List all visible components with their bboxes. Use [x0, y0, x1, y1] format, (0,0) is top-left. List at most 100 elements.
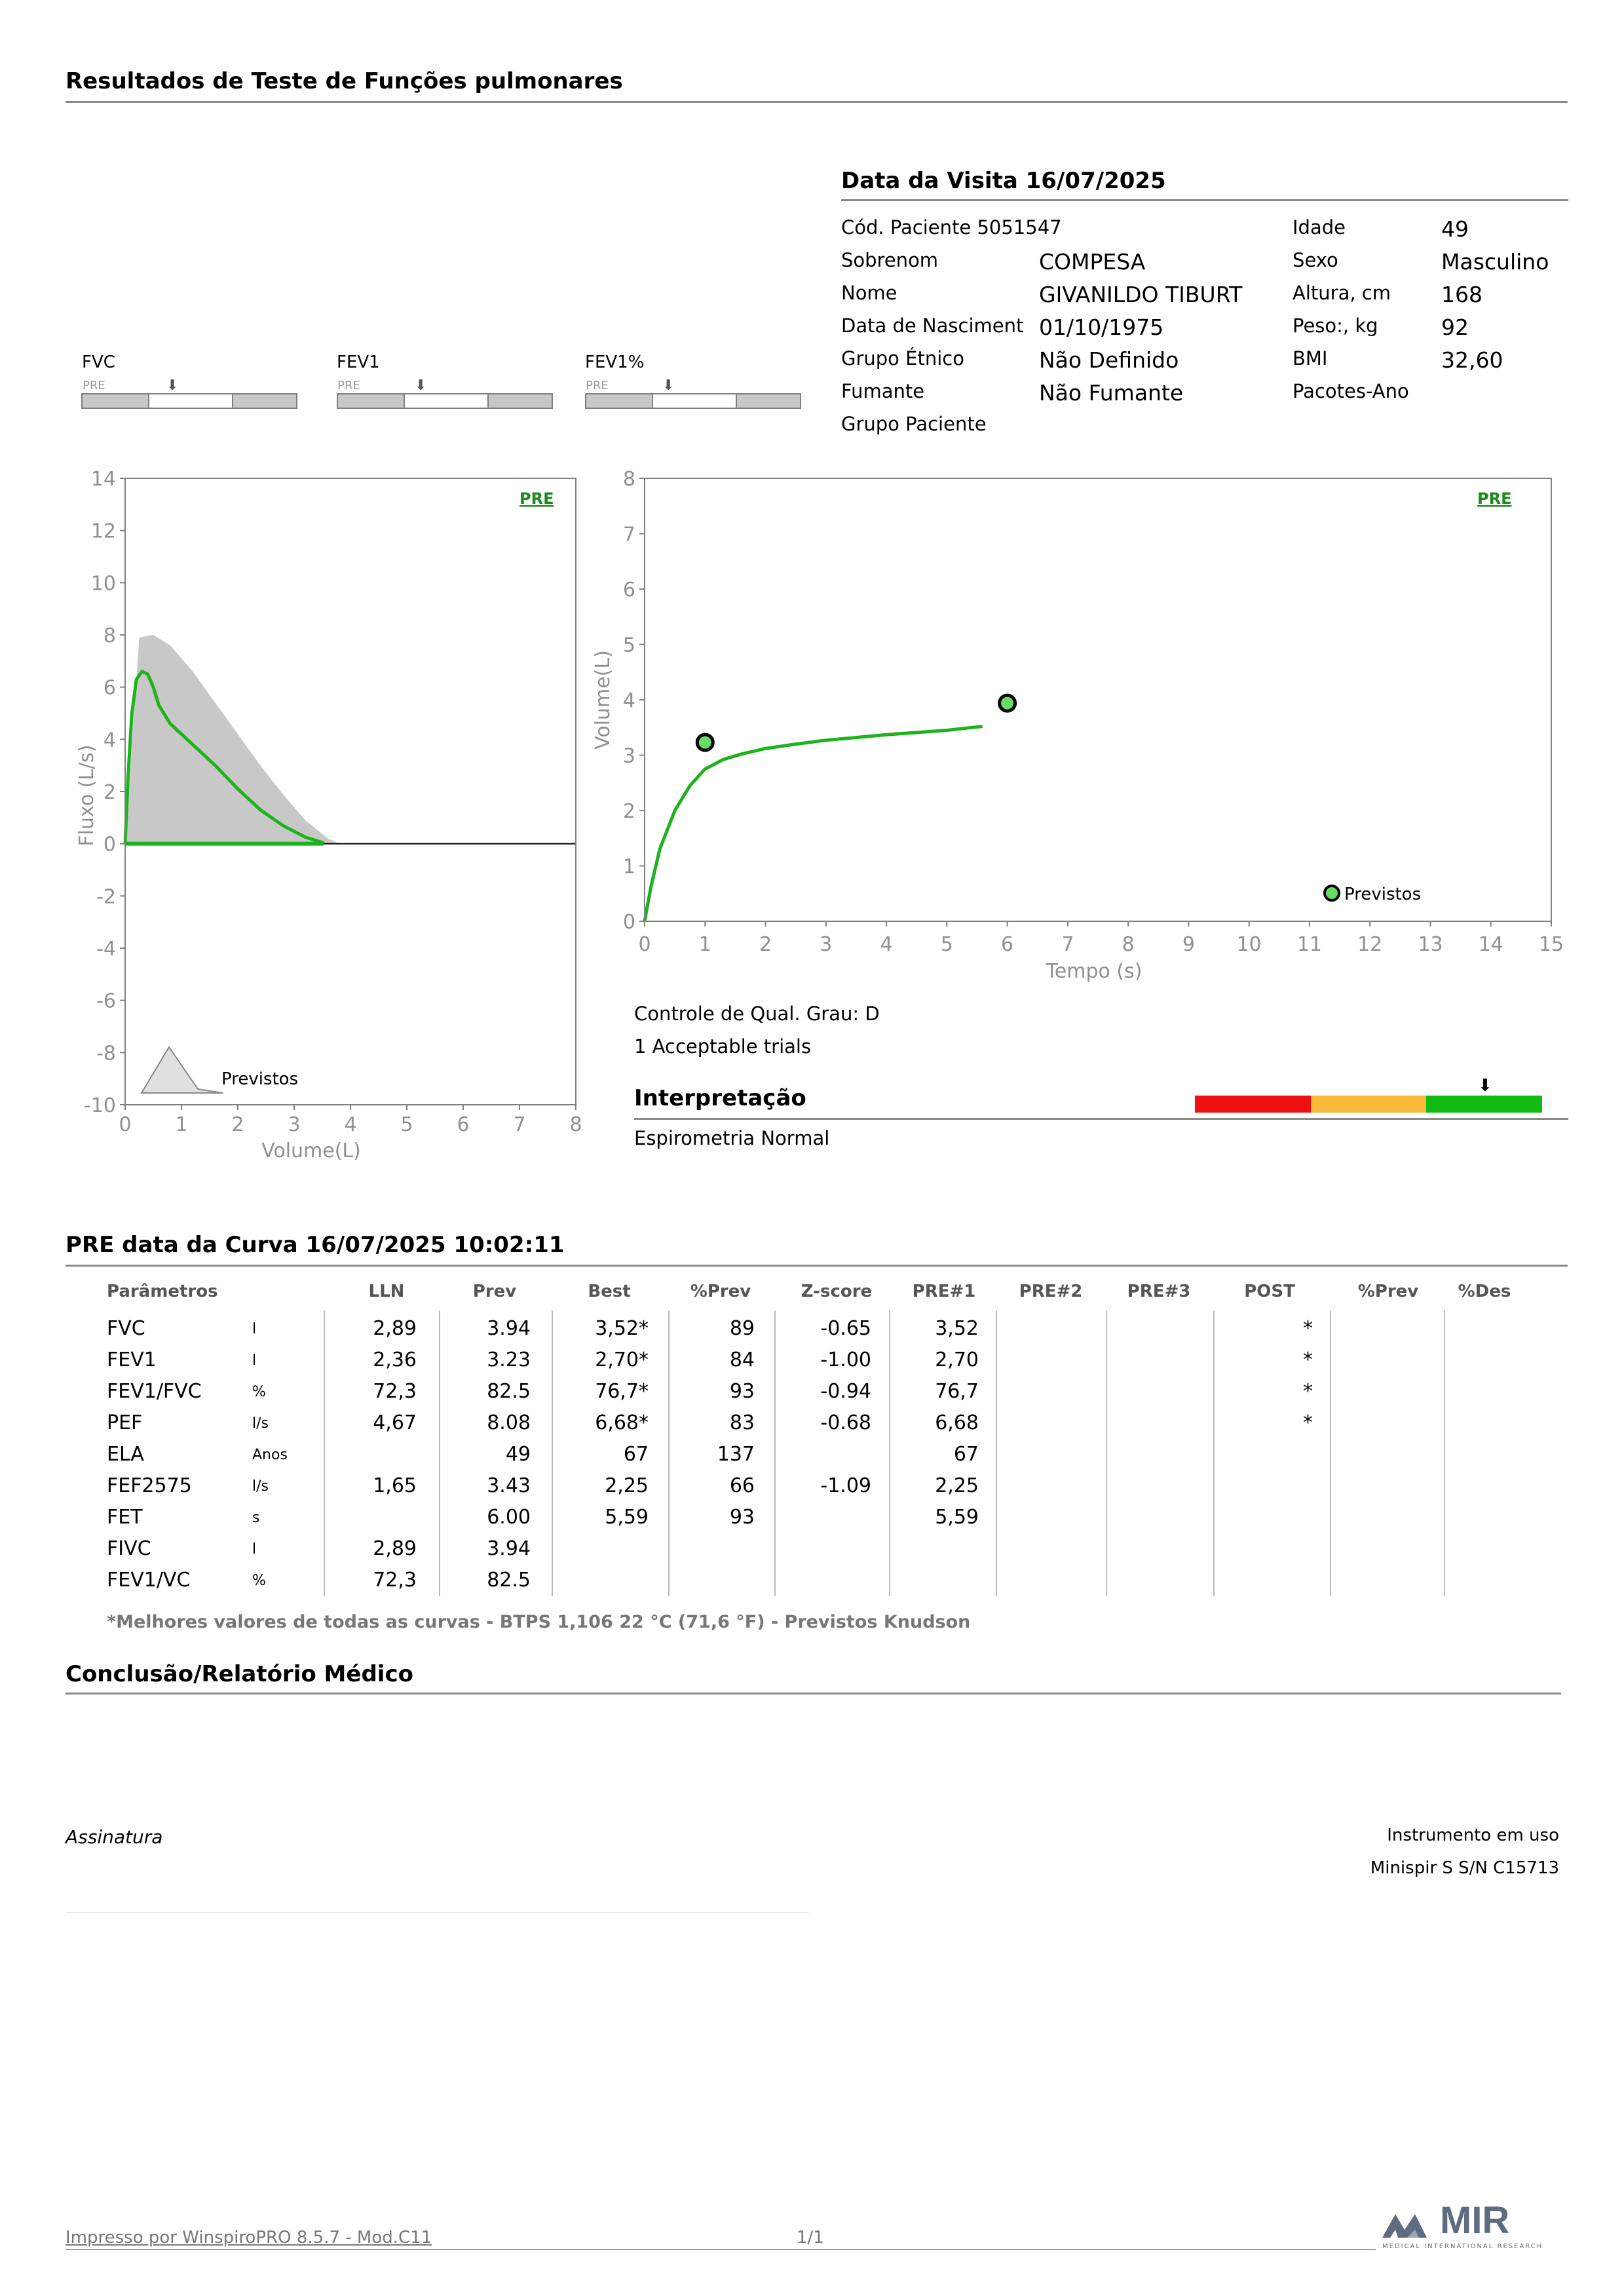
y-axis-label: Volume(L)	[592, 650, 614, 750]
table-cell-lln: 2,36	[373, 1349, 417, 1371]
age-value: 49	[1441, 216, 1469, 242]
table-cell-post: *	[1303, 1411, 1313, 1434]
table-cell-pre1: 76,7	[935, 1380, 979, 1403]
volume-curve	[643, 725, 983, 922]
table-cell-prev: 3.23	[487, 1349, 531, 1371]
column-separator	[1444, 1311, 1445, 1596]
signature-line	[66, 1912, 809, 1913]
x-axis-label: Tempo (s)	[1046, 960, 1142, 983]
instrument-name: Minispir S S/N C15713	[1370, 1858, 1559, 1878]
table-cell-best: 5,59	[605, 1506, 649, 1529]
x-tick-label: 0	[638, 933, 651, 956]
x-tick-label: 3	[288, 1113, 300, 1136]
table-header-cell: POST	[1244, 1282, 1295, 1301]
x-tick-label: 2	[231, 1113, 244, 1136]
table-cell-z: -0.65	[820, 1317, 871, 1340]
table-cell-z: -0.94	[820, 1380, 871, 1403]
sex-value: Masculino	[1441, 249, 1549, 275]
table-cell-prev: 8.08	[487, 1411, 531, 1434]
table-cell-unit: %	[252, 1573, 266, 1589]
arrow-down-icon: ⬇	[166, 377, 179, 394]
table-cell-post: *	[1303, 1380, 1313, 1403]
table-cell-param: FEF2575	[107, 1474, 192, 1497]
smoker-value: Não Fumante	[1039, 380, 1184, 406]
legend-label: Previstos	[1344, 885, 1421, 904]
indicator-bar	[585, 393, 801, 409]
table-cell-best: 6,68*	[595, 1411, 649, 1434]
pack-years-label: Pacotes-Ano	[1293, 380, 1409, 402]
predicted-legend: Previstos	[140, 1046, 298, 1094]
sex-label: Sexo	[1293, 249, 1338, 271]
column-separator	[1330, 1311, 1331, 1596]
table-cell-z: -1.09	[820, 1474, 871, 1497]
column-separator	[996, 1311, 997, 1596]
surname-label: Sobrenom	[841, 249, 939, 271]
table-cell-best: 67	[623, 1443, 649, 1466]
predicted-marker	[998, 693, 1017, 713]
y-tick-label: 5	[623, 634, 635, 657]
table-cell-param: FEV1/FVC	[107, 1380, 202, 1403]
arrow-down-icon: ⬇	[415, 377, 427, 394]
x-axis-label: Volume(L)	[261, 1139, 361, 1162]
table-cell-pre1: 5,59	[935, 1506, 979, 1529]
table-cell-pprev: 83	[729, 1411, 755, 1434]
patient-code-label: Cód. Paciente 5051547	[841, 216, 1062, 239]
x-tick-label: 10	[1237, 933, 1262, 956]
table-cell-best: 3,52*	[595, 1317, 649, 1340]
y-tick-label: 8	[104, 624, 116, 647]
column-separator	[1106, 1311, 1107, 1596]
table-header-cell: %Prev	[1357, 1282, 1419, 1301]
predicted-legend: Previstos	[1323, 885, 1421, 904]
table-cell-post: *	[1303, 1349, 1313, 1371]
x-tick-label: 7	[1061, 933, 1074, 956]
y-tick-label: 4	[623, 689, 635, 712]
predicted-area	[125, 635, 339, 844]
scale-yellow	[1310, 1096, 1427, 1113]
flow-curve	[123, 669, 325, 845]
table-cell-pprev: 93	[729, 1380, 755, 1403]
ethnic-group-label: Grupo Étnico	[841, 347, 964, 370]
y-tick-label: 7	[623, 524, 635, 546]
column-separator	[324, 1311, 325, 1596]
table-header-cell: PRE#1	[912, 1282, 976, 1301]
table-cell-lln: 1,65	[373, 1474, 417, 1497]
y-tick-label: 6	[104, 677, 116, 700]
interpretation-divider	[634, 1118, 1568, 1120]
table-header-cell: Parâmetros	[107, 1282, 218, 1301]
interpretation-scale	[1195, 1096, 1543, 1113]
plot-frame	[644, 478, 1552, 922]
indicator-tag: PRE	[586, 379, 609, 392]
table-cell-pprev: 137	[717, 1443, 755, 1466]
table-header-cell: Prev	[472, 1282, 517, 1301]
bmi-label: BMI	[1293, 347, 1328, 370]
interpretation-title: Interpretação	[634, 1085, 806, 1111]
table-cell-best: 2,70*	[595, 1349, 649, 1371]
pre-tag: PRE	[519, 489, 554, 508]
quality-trials: 1 Acceptable trials	[634, 1035, 812, 1058]
x-tick-label: 6	[457, 1113, 469, 1136]
column-separator	[668, 1311, 670, 1596]
interpretation-text: Espirometria Normal	[634, 1127, 830, 1149]
x-tick-label: 11	[1297, 933, 1322, 956]
table-cell-unit: Anos	[252, 1447, 288, 1463]
quality-grade: Controle de Qual. Grau: D	[634, 1003, 880, 1025]
y-tick-label: 10	[91, 572, 116, 595]
weight-value: 92	[1441, 315, 1469, 340]
table-cell-prev: 82.5	[487, 1569, 531, 1592]
table-cell-param: FET	[107, 1506, 143, 1529]
indicator-tag: PRE	[337, 379, 360, 392]
column-separator	[439, 1311, 440, 1596]
table-cell-z: -1.00	[820, 1349, 871, 1371]
table-cell-pprev: 66	[729, 1474, 755, 1497]
table-cell-pprev: 84	[729, 1349, 755, 1371]
table-header-cell: Best	[588, 1282, 631, 1301]
x-tick-label: 9	[1182, 933, 1195, 956]
x-tick-label: 2	[759, 933, 772, 956]
visit-divider	[841, 199, 1568, 201]
smoker-label: Fumante	[841, 380, 925, 402]
y-tick-label: -10	[84, 1094, 116, 1117]
table-cell-unit: l	[252, 1321, 257, 1337]
indicator-label: FVC	[82, 353, 115, 372]
height-value: 168	[1441, 282, 1482, 307]
table-cell-unit: l/s	[252, 1415, 269, 1432]
